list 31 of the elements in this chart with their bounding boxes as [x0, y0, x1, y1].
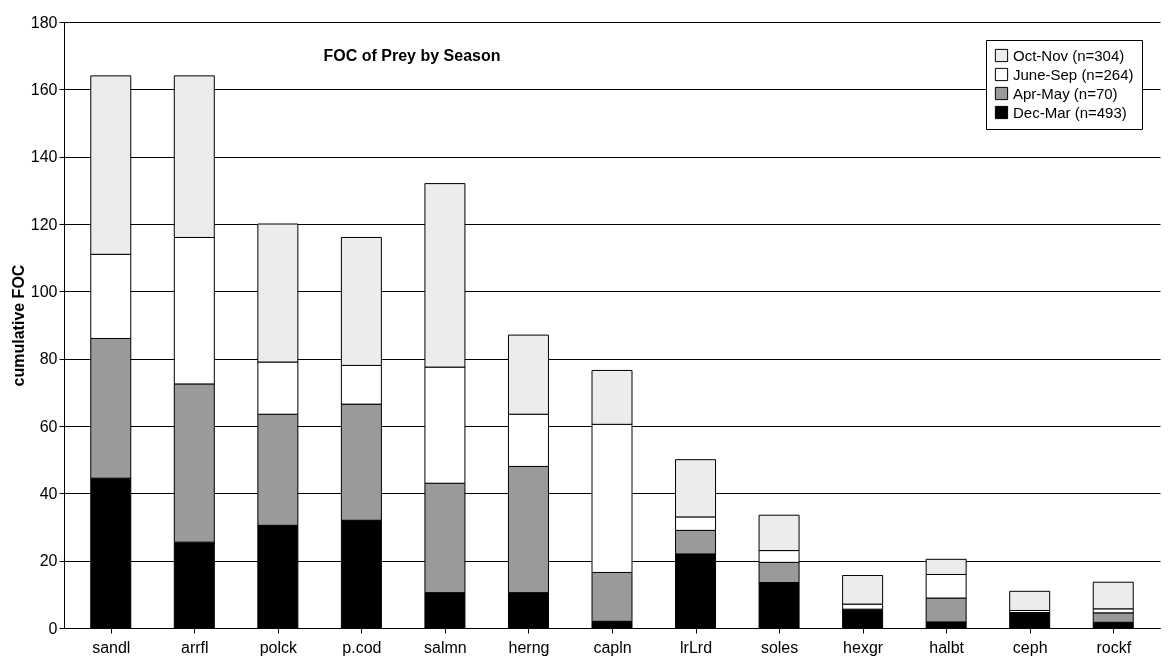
y-tick-label: 40 — [39, 484, 58, 502]
x-tick-label: rockf — [1096, 638, 1132, 656]
y-tick-label: 140 — [30, 148, 58, 166]
y-axis-title: cumulative FOC — [9, 264, 27, 387]
x-tick-label: sandl — [92, 638, 131, 656]
legend-label: June-Sep (n=264) — [1013, 65, 1134, 83]
y-tick-label: 180 — [30, 13, 58, 31]
legend-label: Dec-Mar (n=493) — [1013, 103, 1127, 121]
y-tick-label: 20 — [39, 552, 58, 570]
text: FOC of Prey by Season — [323, 47, 501, 64]
x-tick-label: soles — [760, 638, 799, 656]
x-tick-label: polck — [259, 638, 299, 656]
x-tick-label: hexgr — [843, 638, 884, 656]
x-tick-label: herng — [508, 638, 550, 656]
y-tick-label: 0 — [48, 619, 58, 637]
x-tick-label: ceph — [1012, 638, 1048, 656]
x-tick-label: p.cod — [342, 638, 382, 656]
y-tick-label: 160 — [30, 80, 58, 98]
legend-label: Oct-Nov (n=304) — [1013, 46, 1125, 64]
x-tick-label: salmn — [424, 638, 467, 656]
x-tick-label: halbt — [929, 638, 965, 656]
y-tick-label: 60 — [39, 417, 58, 435]
y-tick-label: 120 — [30, 215, 58, 233]
x-tick-label: capln — [593, 638, 632, 656]
x-tick-label: lrLrd — [680, 638, 713, 656]
bar — [1009, 590, 1051, 611]
bar — [1092, 581, 1134, 610]
y-tick-label: 80 — [39, 350, 58, 368]
legend-label: Apr-May (n=70) — [1013, 84, 1118, 102]
x-tick-label: arrfl — [181, 638, 209, 656]
y-tick-label: 100 — [30, 282, 58, 300]
